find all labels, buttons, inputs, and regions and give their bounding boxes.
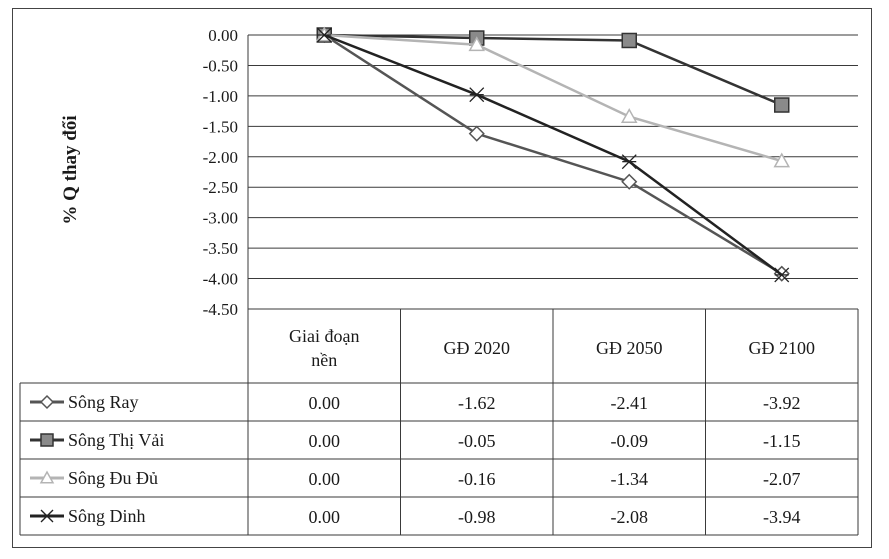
table-value: 0.00 (309, 469, 341, 489)
y-tick-label: -2.00 (203, 148, 238, 167)
data-point (469, 87, 485, 103)
y-tick-label: -3.00 (203, 209, 238, 228)
data-point (39, 394, 55, 410)
table-value: -3.94 (763, 507, 801, 527)
table-value: -1.15 (763, 431, 801, 451)
data-point (40, 509, 54, 523)
legend-label: Sông Dinh (68, 506, 146, 526)
y-tick-label: -4.00 (203, 270, 238, 289)
data-point (620, 108, 638, 123)
chart-frame (12, 8, 872, 548)
legend-label: Sông Đu Đủ (68, 468, 158, 488)
legend-label: Sông Ray (68, 392, 139, 412)
data-point (40, 433, 54, 447)
y-tick-label: -2.50 (203, 178, 238, 197)
table-value: 0.00 (309, 507, 341, 527)
table-value: -2.08 (611, 507, 649, 527)
table-value: -2.41 (611, 393, 649, 413)
y-tick-label: -0.50 (203, 56, 238, 75)
table-value: 0.00 (309, 431, 341, 451)
table-value: -3.92 (763, 393, 801, 413)
x-tick-label: GĐ 2020 (444, 338, 511, 358)
data-point (39, 470, 55, 484)
data-point (621, 173, 638, 190)
series-lines (315, 26, 791, 283)
data-point (774, 267, 790, 283)
table-value: -0.98 (458, 507, 496, 527)
series-3 (316, 27, 790, 283)
x-tick-label: GĐ 2100 (749, 338, 816, 358)
series-line (323, 33, 783, 275)
series-line (324, 33, 783, 107)
legend-label: Sông Thị Vải (68, 430, 164, 450)
table-value: -0.09 (611, 431, 649, 451)
table-value: -2.07 (763, 469, 801, 489)
data-point (774, 97, 790, 113)
table-value: -0.05 (458, 431, 496, 451)
series-line (324, 33, 783, 163)
series-1 (316, 27, 790, 113)
data-point (621, 32, 637, 49)
data-point (773, 152, 791, 168)
y-tick-label: -1.00 (203, 87, 238, 106)
gridlines (247, 34, 858, 310)
y-tick-label: -4.50 (203, 300, 238, 319)
table-value: -0.16 (458, 469, 496, 489)
y-axis-label: % Q thay đổi (60, 115, 81, 224)
y-axis-ticks: 0.00 -0.50 -1.00 -1.50 -2.00 -2.50 -3.00 -3.50 -… (203, 26, 238, 319)
data-point (316, 27, 332, 43)
y-tick-label: 0.00 (208, 26, 238, 45)
x-tick-label: Giai đoạn nền (289, 326, 359, 370)
series-line (323, 33, 783, 276)
series-2 (315, 26, 791, 168)
data-point (621, 154, 637, 170)
table-value: -1.62 (458, 393, 496, 413)
data-point (468, 36, 486, 52)
x-tick-label: GĐ 2050 (596, 338, 663, 358)
table-value: 0.00 (309, 393, 341, 413)
data-table: Giai đoạn nền GĐ 2020 GĐ 2050 GĐ 2100 Sông Ra… (19, 308, 859, 536)
table-value: -1.34 (611, 469, 649, 489)
y-tick-label: -1.50 (203, 117, 238, 136)
y-tick-label: -3.50 (203, 239, 238, 258)
data-point (468, 125, 485, 142)
